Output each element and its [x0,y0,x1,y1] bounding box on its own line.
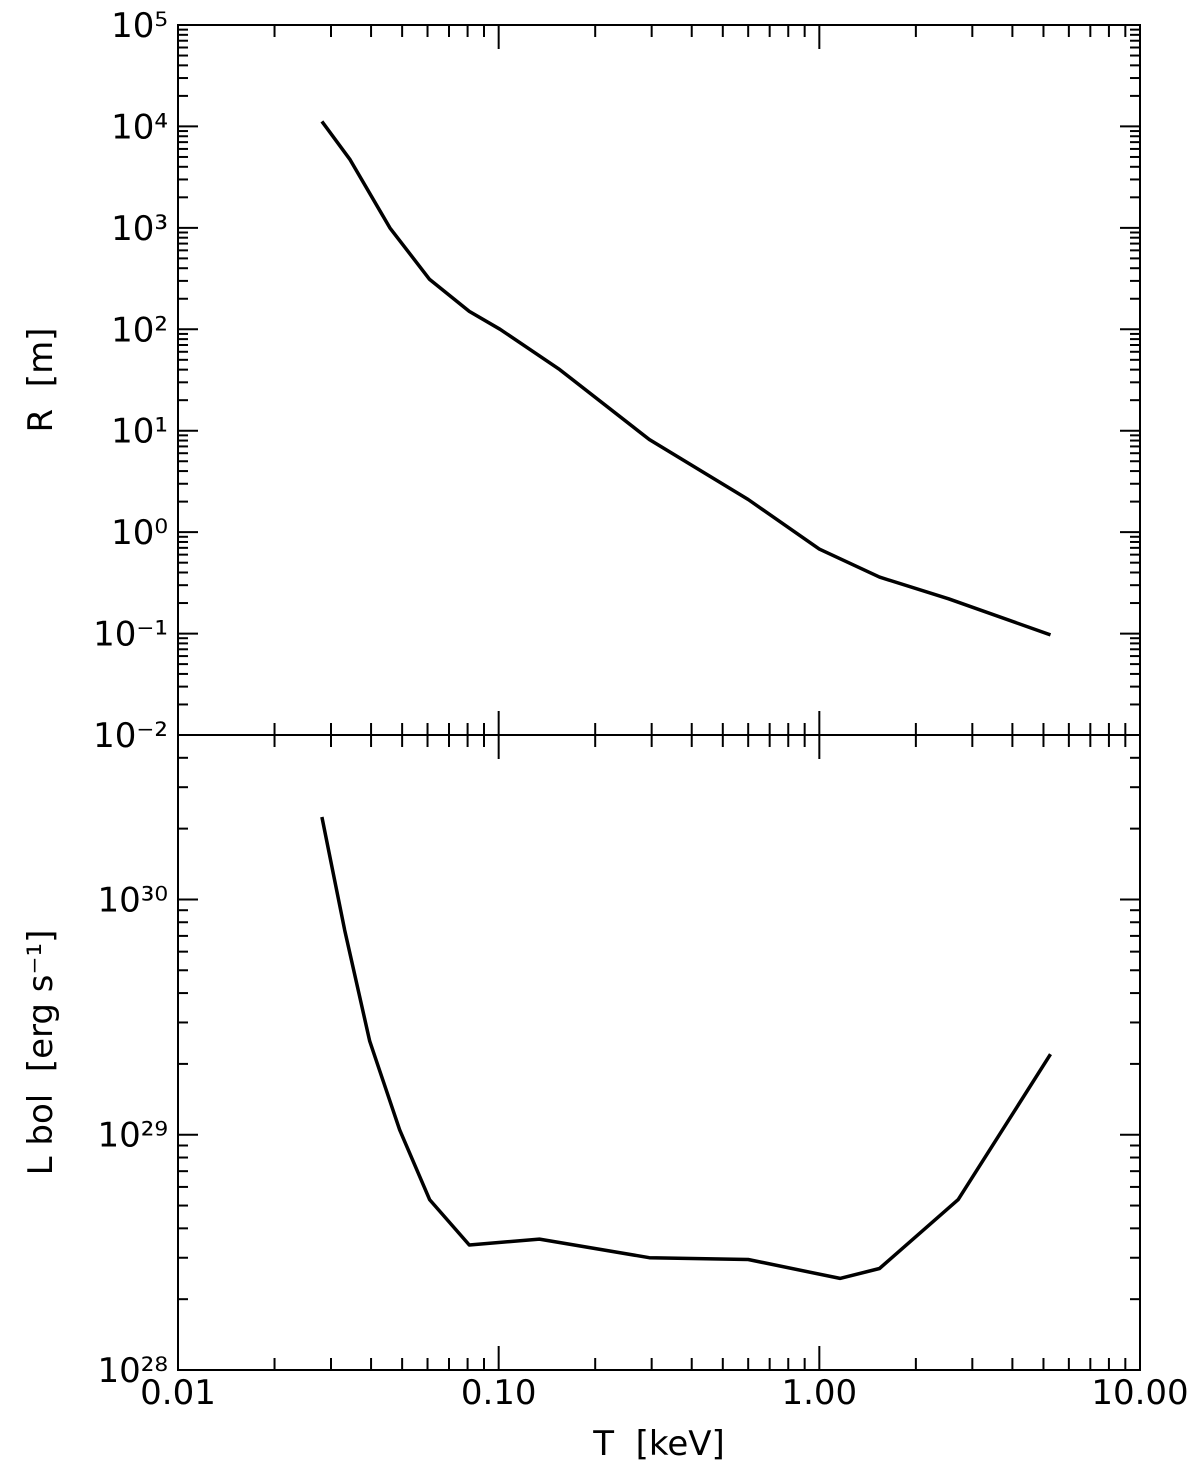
y-tick-label: 10³ [111,209,168,249]
data-line [320,816,1052,1281]
y-axis-label: L bol [erg s⁻¹] [21,930,61,1176]
y-tick-label: 10³⁰ [97,880,168,920]
data-line [320,120,1052,637]
y-tick-label: 10² [111,310,168,350]
x-tick-label: 0.10 [461,1373,537,1413]
y-tick-label: 10⁰ [111,513,168,553]
plot-frame [177,24,1141,736]
x-tick-label: 0.01 [140,1373,216,1413]
y-tick-label: 10²⁹ [97,1116,168,1156]
y-tick-label: 10⁴ [111,107,168,147]
x-tick-label: 1.00 [781,1373,857,1413]
y-tick-label: 10¹ [111,412,168,452]
y-tick-label: 10²⁸ [97,1351,168,1391]
y-tick-label: 10⁻¹ [93,615,168,655]
y-axis-label: R [m] [21,328,61,433]
x-axis-label: T [keV] [592,1424,725,1464]
y-tick-label: 10⁵ [111,6,168,46]
x-tick-label: 10.00 [1091,1373,1188,1413]
plot-frame [177,734,1141,1371]
y-tick-label: 10⁻² [93,716,168,756]
